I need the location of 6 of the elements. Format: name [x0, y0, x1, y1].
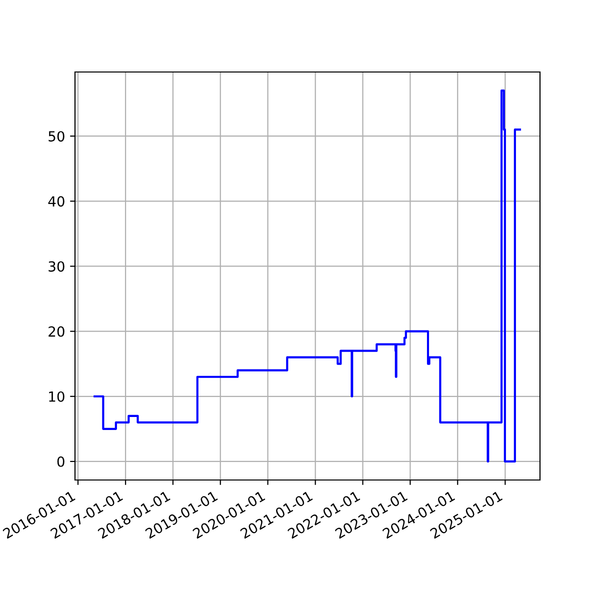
y-tick-label: 0: [57, 456, 64, 467]
y-tick-label: 40: [48, 196, 64, 207]
y-tick-label: 10: [49, 391, 64, 402]
y-tick-label: 50: [48, 131, 64, 142]
y-tick-label: 20: [48, 326, 64, 337]
y-tick-label: 30: [48, 261, 64, 272]
